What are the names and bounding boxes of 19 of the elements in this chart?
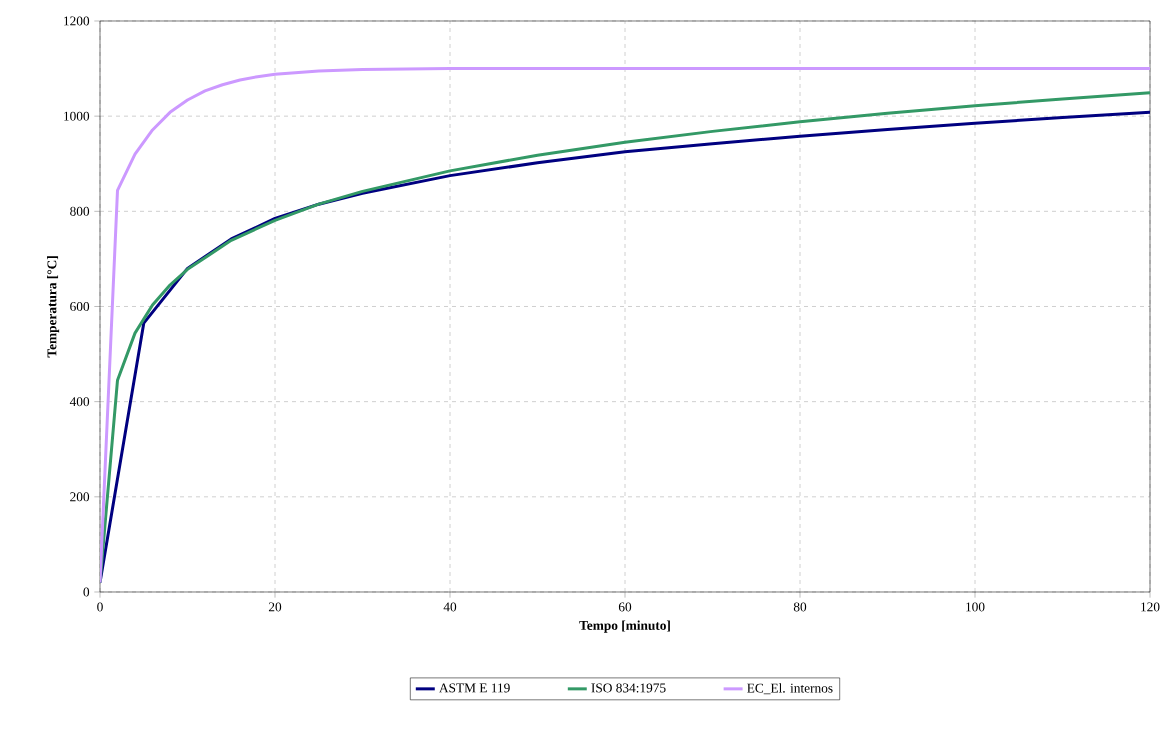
y-tick-label: 400 bbox=[69, 397, 90, 407]
x-tick-label: 80 bbox=[793, 602, 807, 612]
x-tick-label: 60 bbox=[618, 602, 632, 612]
legend-label: EC_El. internos bbox=[747, 683, 833, 695]
y-tick-label: 200 bbox=[70, 492, 90, 502]
y-tick-label: 800 bbox=[70, 206, 90, 216]
x-tick-label: 20 bbox=[268, 602, 282, 612]
x-tick-label: 120 bbox=[1141, 602, 1160, 612]
y-tick-label: 600 bbox=[70, 301, 90, 311]
x-tick-label: 100 bbox=[966, 602, 985, 612]
legend-label: ASTM E 119 bbox=[439, 683, 510, 693]
x-tick-label: 0 bbox=[97, 602, 103, 612]
x-axis-title: Tempo [minuto] bbox=[579, 620, 670, 633]
y-tick-label: 0 bbox=[83, 587, 90, 597]
x-tick-label: 40 bbox=[443, 602, 457, 612]
y-tick-label: 1000 bbox=[64, 111, 90, 121]
legend-label: ISO 834:1975 bbox=[591, 683, 666, 693]
y-tick-label: 1200 bbox=[64, 16, 90, 26]
y-axis-title: Temperatura [°C] bbox=[47, 256, 60, 358]
